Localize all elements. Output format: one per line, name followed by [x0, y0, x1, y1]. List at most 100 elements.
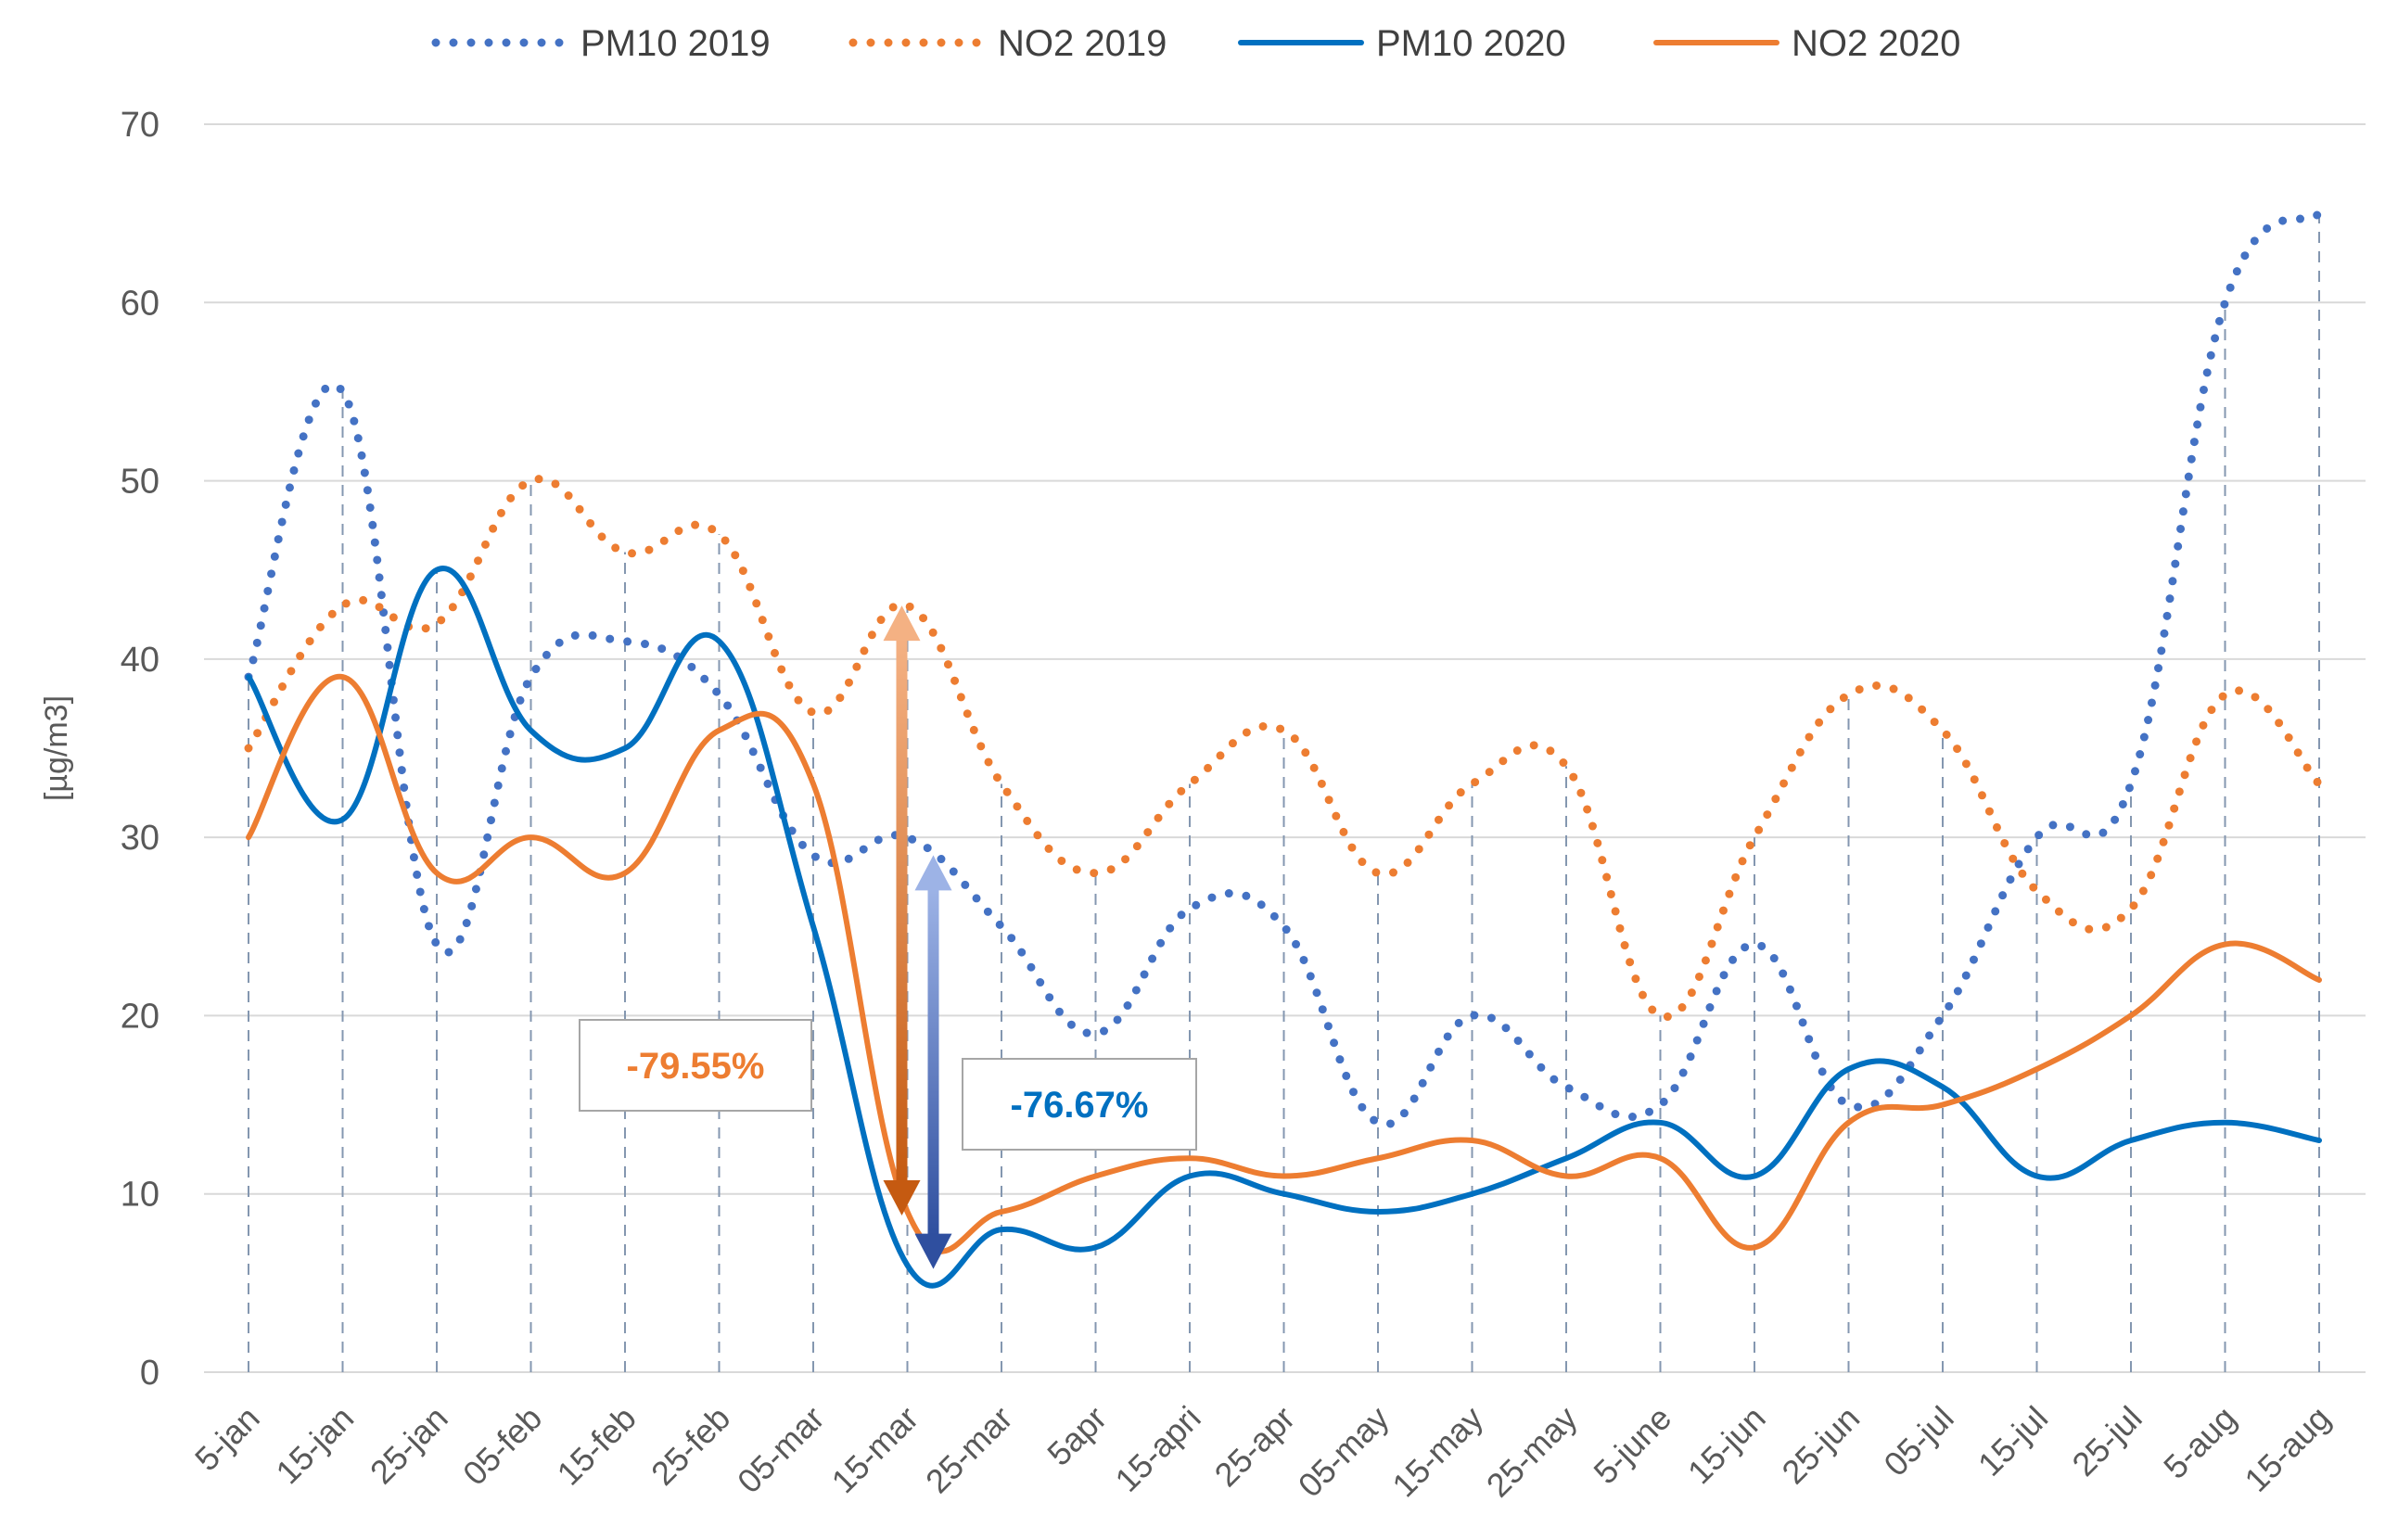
x-tick-label: 15-jul — [1971, 1399, 2055, 1483]
data-point — [2131, 783, 2132, 784]
x-tick-label: 15-jun — [1680, 1399, 1773, 1492]
data-point — [1472, 783, 1473, 784]
data-point — [1848, 1069, 1849, 1070]
arrow-head-down — [914, 1233, 952, 1269]
data-point — [1283, 1193, 1284, 1194]
pm10-change-label: -76.67% — [962, 1058, 1197, 1151]
data-point — [1190, 1158, 1191, 1159]
data-point — [1943, 730, 1944, 731]
x-tick-label: 15-feb — [549, 1399, 643, 1493]
data-point — [719, 641, 720, 642]
series-line-pm10-2020 — [246, 566, 2322, 1289]
arrow-shaft — [927, 888, 939, 1236]
data-point — [1943, 1015, 1944, 1016]
y-axis-label: [µg/m3] — [39, 695, 74, 801]
data-point — [2131, 909, 2132, 910]
x-tick-label: 5-june — [1586, 1399, 1678, 1492]
series-line-no2-2019 — [244, 475, 2324, 1022]
data-point — [1283, 1176, 1284, 1177]
data-point — [1754, 837, 1755, 838]
x-tick-label: 05-jul — [1876, 1399, 1960, 1483]
x-tick-label: 15-jan — [268, 1399, 361, 1492]
data-point — [2225, 302, 2226, 303]
data-point — [2225, 1122, 2226, 1123]
data-point — [813, 783, 814, 784]
arrow-shaft — [896, 639, 908, 1182]
legend-item: NO2 2020 — [1653, 23, 1960, 64]
data-point — [1378, 1122, 1379, 1123]
data-point — [719, 730, 720, 731]
series-line-pm10-2019 — [244, 209, 2324, 1129]
data-point — [1472, 1140, 1473, 1141]
data-point — [1754, 1176, 1755, 1177]
legend-item: PM10 2020 — [1238, 23, 1566, 64]
y-tick-label: 40 — [121, 641, 159, 680]
data-point — [2319, 1140, 2320, 1141]
data-point — [530, 480, 531, 481]
data-point — [530, 837, 531, 838]
data-point — [1472, 1015, 1473, 1016]
no2-change-label: -79.55% — [579, 1019, 812, 1112]
data-point — [2036, 837, 2037, 838]
y-tick-label: 20 — [121, 997, 159, 1036]
y-tick-label: 0 — [140, 1354, 159, 1393]
data-point — [625, 552, 626, 553]
y-tick-label: 70 — [121, 106, 159, 145]
data-point — [1095, 872, 1096, 873]
no2-change-arrow — [883, 605, 921, 1215]
data-point — [1190, 783, 1191, 784]
data-point — [2036, 1176, 2037, 1177]
y-tick-label: 30 — [121, 819, 159, 858]
x-tick-label: 25-apr — [1207, 1399, 1303, 1495]
data-point — [1283, 926, 1284, 927]
data-point — [1095, 1176, 1096, 1177]
data-point — [1566, 1158, 1567, 1159]
y-tick-label: 10 — [121, 1176, 159, 1215]
data-point — [342, 391, 343, 392]
data-point — [1283, 730, 1284, 731]
data-point — [1566, 1176, 1567, 1177]
data-point — [1001, 1211, 1002, 1212]
series-line-no2-2020 — [246, 674, 2322, 1254]
data-point — [1001, 926, 1002, 927]
data-point — [1378, 872, 1379, 873]
data-point — [1943, 1104, 1944, 1105]
arrow-head-up — [883, 605, 921, 642]
data-point — [2131, 1015, 2132, 1016]
data-point — [1001, 783, 1002, 784]
data-point — [342, 819, 343, 820]
data-point — [2225, 944, 2226, 945]
annotation-box — [579, 1019, 812, 1112]
data-point — [1660, 1122, 1661, 1123]
data-point — [1190, 909, 1191, 910]
data-point — [1378, 1158, 1379, 1159]
legend-label: NO2 2020 — [1792, 23, 1960, 64]
x-tick-label: 05-feb — [455, 1399, 549, 1493]
x-tick-label: 15-mar — [824, 1399, 926, 1501]
data-point — [1943, 1087, 1944, 1088]
x-tick-label: 25-may — [1479, 1399, 1585, 1505]
data-point — [625, 872, 626, 873]
data-point — [2319, 783, 2320, 784]
data-point — [625, 748, 626, 749]
x-tick-label: 15-may — [1384, 1399, 1490, 1505]
data-point — [1754, 1247, 1755, 1248]
legend-label: NO2 2019 — [998, 23, 1167, 64]
annotation-label: -76.67% — [1011, 1085, 1149, 1126]
data-point — [2319, 979, 2320, 980]
pm10-change-arrow — [914, 855, 952, 1269]
data-point — [1848, 694, 1849, 695]
x-tick-label: 05-may — [1291, 1399, 1397, 1505]
data-point — [813, 855, 814, 856]
x-tick-label: 25-jan — [363, 1399, 455, 1492]
data-point — [342, 677, 343, 678]
x-tick-label: 15-aug — [2237, 1399, 2337, 1499]
data-point — [813, 926, 814, 927]
data-point — [1472, 1193, 1473, 1194]
x-tick-label: 25-mar — [918, 1399, 1020, 1501]
annotation-label: -79.55% — [627, 1046, 765, 1087]
data-point — [1754, 944, 1755, 945]
data-point — [719, 694, 720, 695]
